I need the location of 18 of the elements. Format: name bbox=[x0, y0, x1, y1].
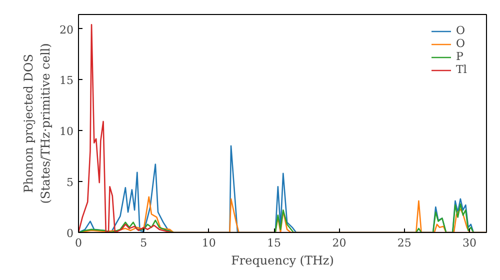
legend-label: P bbox=[456, 50, 464, 63]
legend-label: O bbox=[456, 37, 466, 50]
x-tick-label: 0 bbox=[75, 236, 82, 250]
legend-label: O bbox=[456, 24, 466, 37]
x-tick-label: 5 bbox=[140, 236, 148, 250]
y-axis-title: Phonon projected DOS (States/THz·primitive cell) bbox=[22, 43, 53, 204]
y-tick-label: 20 bbox=[60, 23, 74, 36]
y-tick-label: 5 bbox=[66, 176, 74, 190]
x-tick-label: 15 bbox=[267, 236, 282, 250]
x-tick-label: 25 bbox=[397, 236, 412, 250]
y-tick-label: 0 bbox=[66, 227, 74, 240]
x-tick-label: 10 bbox=[202, 236, 216, 250]
legend-label: Tl bbox=[456, 63, 468, 76]
y-tick-label: 10 bbox=[60, 125, 74, 138]
x-tick-label: 20 bbox=[332, 236, 346, 250]
x-axis-title: Frequency (THz) bbox=[231, 254, 334, 268]
y-tick-label: 15 bbox=[60, 74, 74, 88]
x-tick-label: 30 bbox=[462, 236, 477, 250]
